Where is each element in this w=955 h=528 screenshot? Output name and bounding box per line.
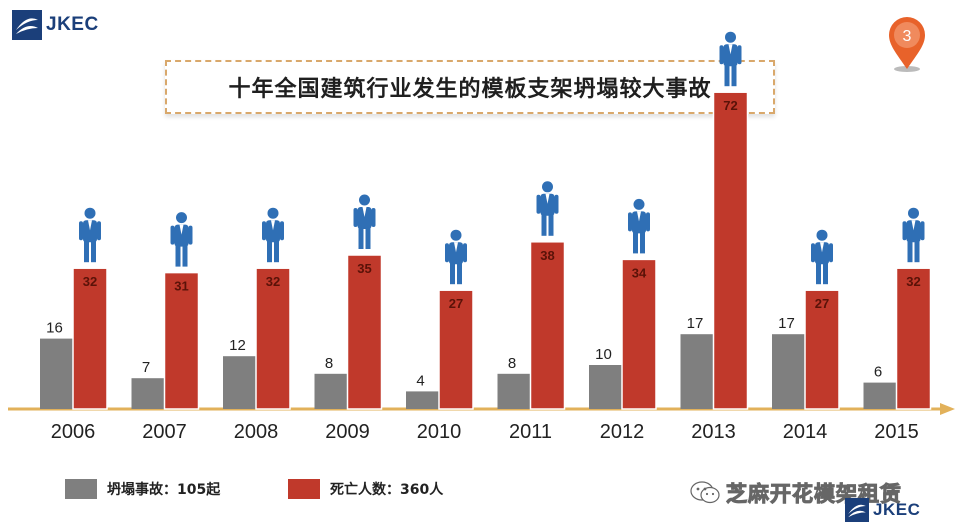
person-icon-2015	[902, 207, 925, 263]
legend-swatch-collapse	[65, 479, 97, 499]
bar-deaths-2011	[529, 241, 566, 410]
label-deaths-2008: 32	[266, 274, 280, 289]
bar-deaths-2006	[72, 267, 108, 410]
year-label-2009: 2009	[325, 421, 370, 443]
bar-deaths-2007	[163, 271, 200, 410]
person-icon-2006	[79, 207, 101, 263]
bar-deaths-2009	[346, 254, 383, 410]
year-label-2014: 2014	[783, 421, 828, 443]
label-deaths-2014: 27	[815, 296, 829, 311]
person-icon-2008	[262, 207, 284, 263]
year-label-2015: 2015	[874, 421, 919, 443]
jkec-logo-icon	[12, 10, 42, 40]
bar-collapse-2012	[589, 365, 622, 409]
legend-label-collapse: 坍塌事故：105起	[107, 482, 221, 498]
logo-bottom-text: JKEC	[873, 500, 921, 519]
page-number: 3	[903, 28, 912, 45]
x-axis-arrow	[940, 403, 955, 415]
label-collapse-2008: 12	[229, 337, 246, 354]
person-icon-2009	[353, 194, 376, 249]
bar-collapse-2010	[406, 391, 439, 409]
watermark: 芝麻开花模架租赁	[690, 478, 902, 508]
label-collapse-2009: 8	[325, 355, 333, 372]
bar-collapse-2009	[314, 373, 348, 409]
person-icon-2010	[445, 229, 467, 285]
label-collapse-2012: 10	[595, 346, 612, 363]
person-icon-2012	[628, 198, 650, 254]
person-icon-2011	[536, 181, 559, 236]
label-deaths-2011: 38	[540, 248, 554, 263]
legend-deaths: 死亡人数：360人	[288, 479, 443, 499]
person-icon-2014	[811, 229, 833, 285]
bar-collapse-2013	[680, 334, 714, 409]
label-collapse-2011: 8	[508, 355, 516, 372]
jkec-logo-bottom-icon	[845, 498, 869, 522]
label-deaths-2013: 72	[723, 98, 737, 113]
logo-text: JKEC	[46, 14, 99, 35]
wechat-icon	[690, 481, 720, 504]
bar-collapse-2006	[40, 338, 73, 409]
bar-deaths-2008	[255, 267, 291, 410]
page-pin-icon: 3	[889, 17, 925, 72]
legend-collapse: 坍塌事故：105起	[65, 479, 220, 499]
label-collapse-2013: 17	[687, 315, 704, 332]
watermark-text: 芝麻开花模架租赁	[726, 482, 902, 507]
title-box: 十年全国建筑行业发生的模板支架坍塌较大事故	[165, 60, 775, 114]
jkec-logo: JKEC	[12, 10, 99, 40]
bar-collapse-2011	[497, 373, 531, 409]
year-label-2007: 2007	[142, 421, 187, 443]
bar-deaths-2010	[438, 289, 474, 410]
label-deaths-2010: 27	[449, 296, 463, 311]
label-collapse-2014: 17	[778, 315, 795, 332]
year-label-2013: 2013	[691, 421, 736, 443]
label-deaths-2006: 32	[83, 274, 97, 289]
label-deaths-2012: 34	[632, 265, 647, 280]
bar-deaths-2012	[621, 258, 657, 410]
label-deaths-2009: 35	[357, 261, 371, 276]
person-icon-2007	[170, 212, 193, 267]
year-label-2008: 2008	[234, 421, 279, 443]
person-icon-2013	[719, 31, 742, 87]
label-collapse-2006: 16	[46, 320, 63, 337]
bar-collapse-2015	[863, 382, 897, 409]
bar-collapse-2008	[223, 356, 256, 409]
legend-label-deaths: 死亡人数：360人	[330, 482, 444, 498]
legend-swatch-deaths	[288, 479, 320, 499]
chart-title: 十年全国建筑行业发生的模板支架坍塌较大事故	[228, 77, 712, 102]
jkec-logo-bottom: JKEC	[845, 498, 920, 522]
year-label-2011: 2011	[509, 421, 552, 443]
bar-collapse-2007	[131, 378, 165, 409]
bar-deaths-2015	[895, 267, 932, 410]
label-deaths-2015: 32	[906, 274, 920, 289]
label-collapse-2010: 4	[416, 372, 424, 389]
bar-deaths-2014	[804, 289, 840, 410]
year-label-2012: 2012	[600, 421, 645, 443]
year-label-2006: 2006	[51, 421, 96, 443]
bar-deaths-2013	[712, 91, 749, 410]
label-deaths-2007: 31	[174, 279, 188, 294]
label-collapse-2015: 6	[874, 364, 882, 381]
label-collapse-2007: 7	[142, 359, 150, 376]
year-label-2010: 2010	[417, 421, 462, 443]
bar-collapse-2014	[772, 334, 805, 409]
